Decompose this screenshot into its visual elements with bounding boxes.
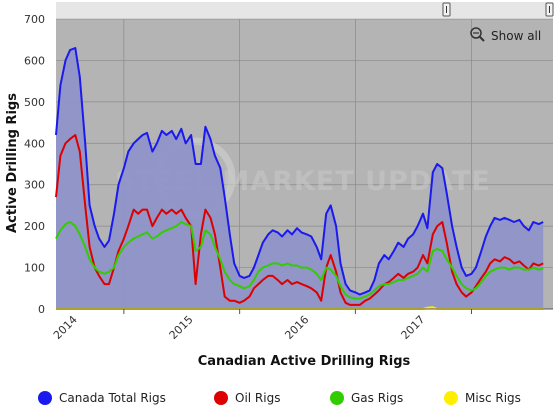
legend-item-gas-rigs[interactable]: Gas Rigs bbox=[330, 391, 403, 405]
legend-marker bbox=[444, 391, 458, 405]
canada-total-rigs-line bbox=[55, 47, 544, 296]
legend-label[interactable]: Gas Rigs bbox=[351, 391, 403, 405]
legend-item-misc-rigs[interactable]: Misc Rigs bbox=[444, 391, 521, 405]
legend-item-oil-rigs[interactable]: Oil Rigs bbox=[214, 391, 280, 405]
show-all-button[interactable]: Show all bbox=[470, 27, 541, 43]
zoom-out-icon bbox=[470, 27, 485, 42]
y-axis-title: Active Drilling Rigs bbox=[5, 93, 20, 233]
legend: Canada Total Rigs Oil Rigs Gas Rigs Misc Ri… bbox=[38, 391, 521, 405]
legend-label[interactable]: Misc Rigs bbox=[465, 391, 521, 405]
x-tick-label: 2014 bbox=[51, 313, 80, 342]
x-axis: 2014 2015 2016 2017 bbox=[51, 309, 472, 342]
series-layer bbox=[55, 47, 553, 310]
legend-marker bbox=[38, 391, 52, 405]
y-tick-label: 200 bbox=[24, 220, 45, 233]
show-all-label[interactable]: Show all bbox=[491, 29, 541, 43]
oil-rigs-line bbox=[55, 134, 544, 306]
canada-total-rigs-area bbox=[56, 48, 544, 309]
legend-marker bbox=[330, 391, 344, 405]
range-navigator[interactable] bbox=[56, 2, 554, 18]
gas-rigs-line bbox=[55, 221, 544, 300]
y-tick-label: 300 bbox=[24, 179, 45, 192]
y-axis: 0 100 200 300 400 500 600 700 bbox=[24, 13, 45, 316]
x-tick-label: 2015 bbox=[167, 313, 196, 342]
x-tick-label: 2016 bbox=[282, 313, 311, 342]
y-tick-label: 0 bbox=[38, 303, 45, 316]
legend-marker bbox=[214, 391, 228, 405]
y-tick-label: 100 bbox=[24, 262, 45, 275]
y-tick-label: 600 bbox=[24, 54, 45, 67]
x-axis-title: Canadian Active Drilling Rigs bbox=[198, 354, 411, 369]
legend-label[interactable]: Oil Rigs bbox=[235, 391, 280, 405]
y-tick-label: 400 bbox=[24, 137, 45, 150]
navigator-track[interactable] bbox=[56, 2, 553, 18]
x-tick-label: 2017 bbox=[399, 313, 428, 342]
y-tick-label: 700 bbox=[24, 13, 45, 26]
legend-label[interactable]: Canada Total Rigs bbox=[59, 391, 166, 405]
y-tick-label: 500 bbox=[24, 96, 45, 109]
legend-item-canada-total-rigs[interactable]: Canada Total Rigs bbox=[38, 391, 166, 405]
